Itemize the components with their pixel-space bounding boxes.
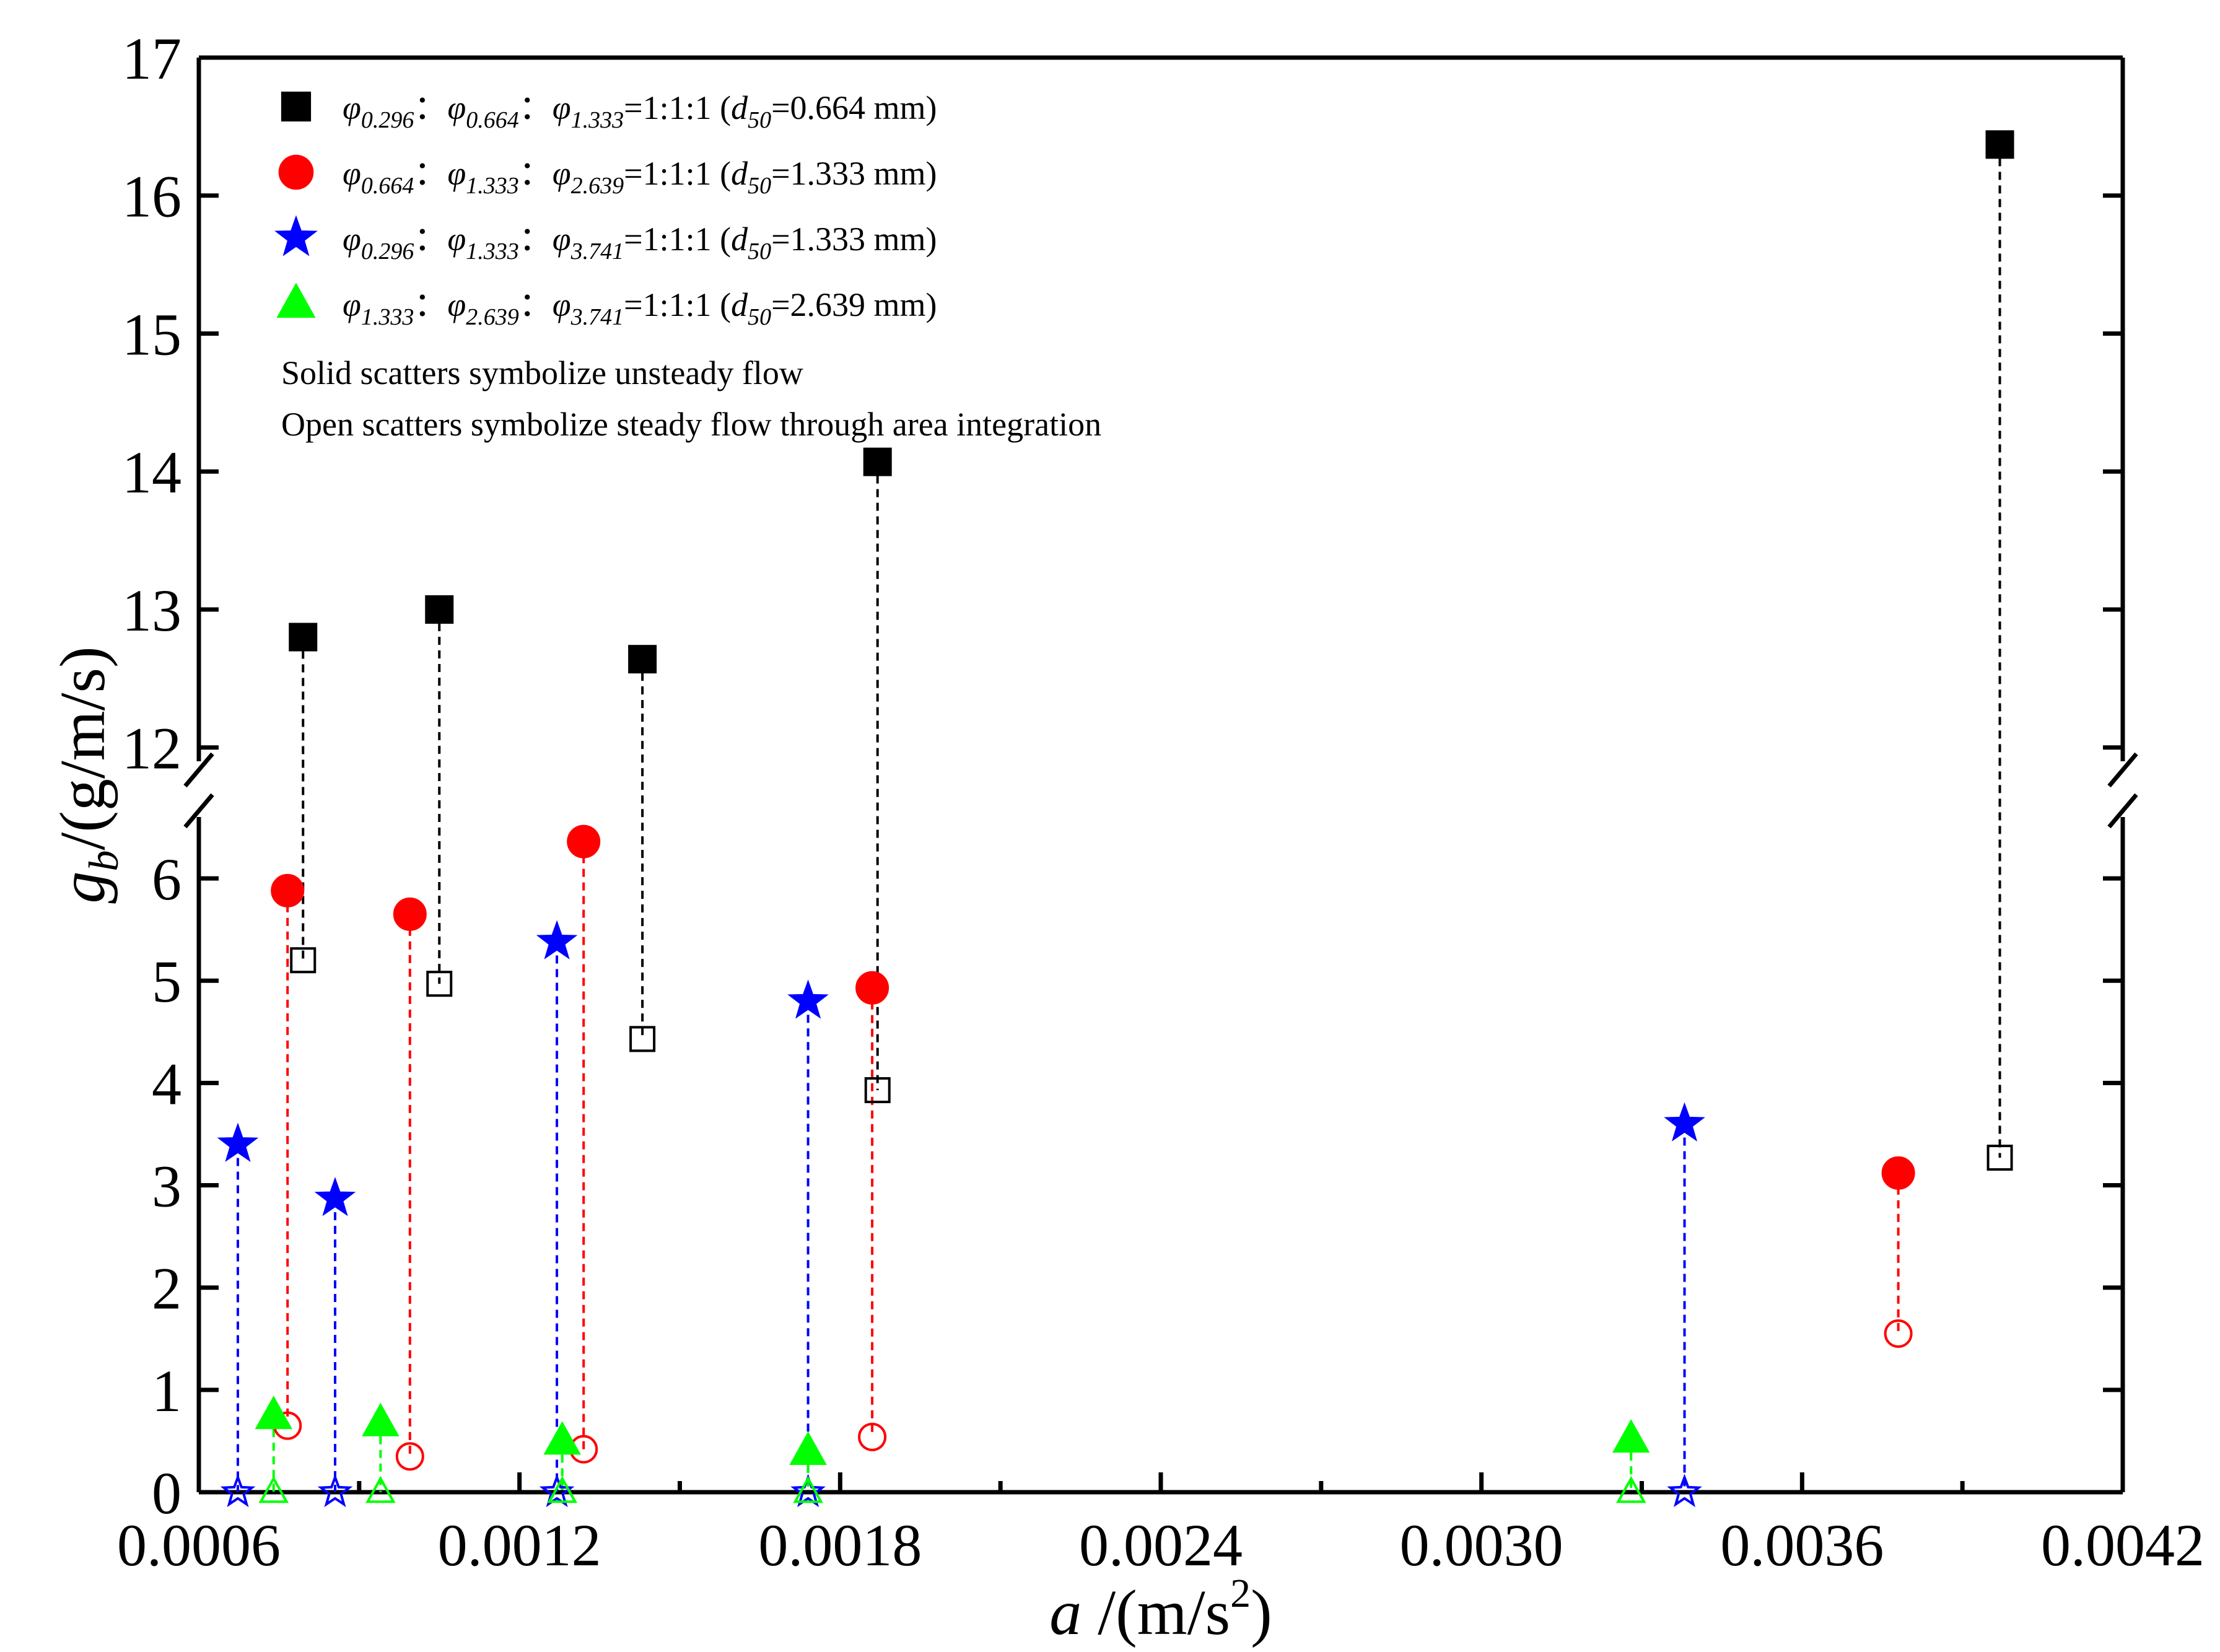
steady-point-square — [864, 1077, 891, 1103]
steady-point-square — [290, 947, 317, 974]
legend-entry-label: φ0.664：φ1.333：φ2.639=1:1:1 (d50=1.333 mm… — [343, 155, 937, 199]
steady-point-circle — [858, 1422, 887, 1451]
x-tick-label: 0.0012 — [438, 1512, 601, 1578]
unsteady-point-square — [289, 623, 318, 652]
unsteady-point-star — [787, 979, 829, 1019]
x-tick-label: 0.0042 — [2041, 1512, 2205, 1578]
legend-entry-label: φ0.296：φ0.664：φ1.333=1:1:1 (d50=0.664 mm… — [343, 89, 937, 133]
x-tick-label: 0.0036 — [1720, 1512, 1884, 1578]
steady-point-triangle — [547, 1475, 577, 1503]
y-tick-label: 1 — [152, 1358, 181, 1424]
legend-marker-triangle — [276, 282, 316, 318]
unsteady-point-circle — [1881, 1156, 1915, 1190]
unsteady-point-star — [1664, 1102, 1705, 1142]
y-tick-label: 17 — [122, 25, 181, 92]
steady-point-triangle — [365, 1475, 396, 1503]
x-tick-label: 0.0024 — [1079, 1512, 1243, 1578]
right-axis-break-mark — [2107, 752, 2138, 788]
x-tick-label: 0.0006 — [117, 1512, 281, 1578]
unsteady-point-star — [314, 1176, 356, 1217]
steady-point-star — [1667, 1474, 1702, 1508]
right-axis-break-mark — [2107, 793, 2138, 829]
left-axis-break-mark — [183, 793, 214, 829]
legend-marker-circle — [278, 154, 314, 190]
steady-point-square — [426, 971, 453, 997]
legend-note: Open scatters symbolize steady flow thro… — [281, 406, 1101, 443]
steady-point-star — [220, 1474, 256, 1508]
x-axis-title: a /(m/s2) — [1049, 1571, 1272, 1648]
y-tick-label: 16 — [122, 164, 181, 230]
legend-entry-label: φ1.333：φ2.639：φ3.741=1:1:1 (d50=2.639 mm… — [343, 286, 937, 330]
y-tick-label: 0 — [152, 1460, 181, 1526]
unsteady-point-triangle — [789, 1431, 827, 1465]
y-tick-label: 13 — [122, 577, 181, 644]
y-tick-label: 15 — [122, 301, 181, 367]
y-tick-label: 14 — [122, 439, 181, 505]
legend-note: Solid scatters symbolize unsteady flow — [281, 354, 803, 391]
unsteady-point-triangle — [543, 1421, 581, 1455]
legend-entry-label: φ0.296：φ1.333：φ3.741=1:1:1 (d50=1.333 mm… — [343, 221, 937, 264]
x-tick-label: 0.0030 — [1400, 1512, 1563, 1578]
unsteady-point-star — [536, 920, 578, 959]
unsteady-point-square — [425, 595, 454, 624]
unsteady-point-star — [217, 1122, 259, 1162]
steady-point-triangle — [1615, 1475, 1646, 1503]
steady-point-circle — [1884, 1319, 1913, 1348]
unsteady-point-square — [863, 447, 892, 476]
steady-point-circle — [395, 1442, 424, 1471]
y-tick-label: 6 — [152, 846, 181, 912]
unsteady-point-triangle — [1612, 1419, 1650, 1453]
y-tick-label: 2 — [152, 1256, 181, 1322]
steady-point-triangle — [258, 1475, 289, 1503]
unsteady-point-circle — [567, 824, 601, 859]
left-axis-break-mark — [183, 752, 214, 788]
unsteady-point-square — [1985, 130, 2014, 159]
y-tick-label: 3 — [152, 1153, 181, 1220]
unsteady-point-circle — [393, 897, 427, 931]
y-tick-label: 12 — [122, 715, 181, 782]
y-axis-title: gb/(g/m/s) — [47, 646, 127, 903]
steady-point-square — [629, 1026, 656, 1052]
unsteady-point-square — [628, 645, 657, 674]
y-tick-label: 5 — [152, 948, 181, 1015]
steady-point-square — [1986, 1144, 2013, 1171]
unsteady-point-circle — [855, 971, 889, 1005]
steady-point-star — [317, 1474, 353, 1508]
legend-marker-square — [281, 91, 312, 122]
steady-point-triangle — [793, 1475, 823, 1503]
unsteady-point-circle — [271, 873, 305, 907]
y-tick-label: 4 — [152, 1051, 181, 1117]
unsteady-point-triangle — [255, 1396, 292, 1430]
x-tick-label: 0.0018 — [758, 1512, 922, 1578]
legend-marker-star — [274, 215, 318, 256]
steady-point-star — [790, 1474, 826, 1508]
unsteady-point-triangle — [362, 1402, 400, 1436]
